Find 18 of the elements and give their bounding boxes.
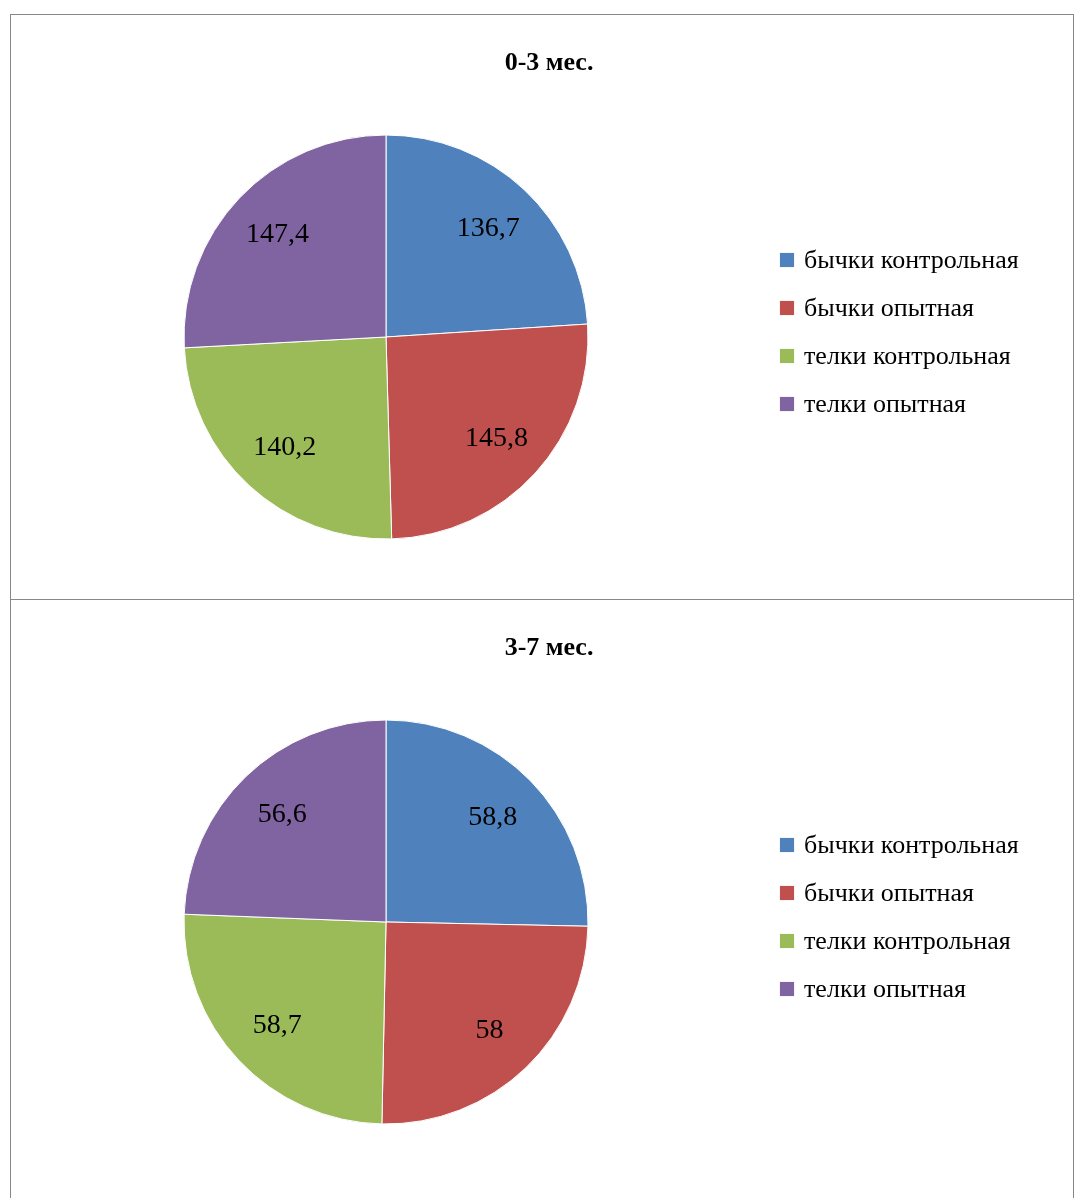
legend-label: бычки опытная <box>804 878 975 907</box>
data-label: 145,8 <box>464 420 528 452</box>
data-label: 56,6 <box>257 797 307 829</box>
chart-title: 0-3 мес. <box>504 47 594 76</box>
data-label: 58,8 <box>468 800 518 832</box>
legend-label: телки опытная <box>804 389 967 418</box>
legend-label: бычки контрольная <box>804 245 1019 274</box>
chart-title: 3-7 мес. <box>504 632 594 661</box>
legend-label: бычки контрольная <box>804 830 1019 859</box>
data-label: 58,7 <box>252 1007 302 1039</box>
data-label: 140,2 <box>253 429 317 461</box>
legend-label: телки контрольная <box>804 341 1011 370</box>
data-label: 136,7 <box>456 210 520 242</box>
data-label: 147,4 <box>246 217 309 249</box>
legend-label: телки контрольная <box>804 926 1011 955</box>
legend-label: телки опытная <box>804 974 967 1003</box>
data-label: 58 <box>475 1012 504 1044</box>
legend-label: бычки опытная <box>804 293 975 322</box>
